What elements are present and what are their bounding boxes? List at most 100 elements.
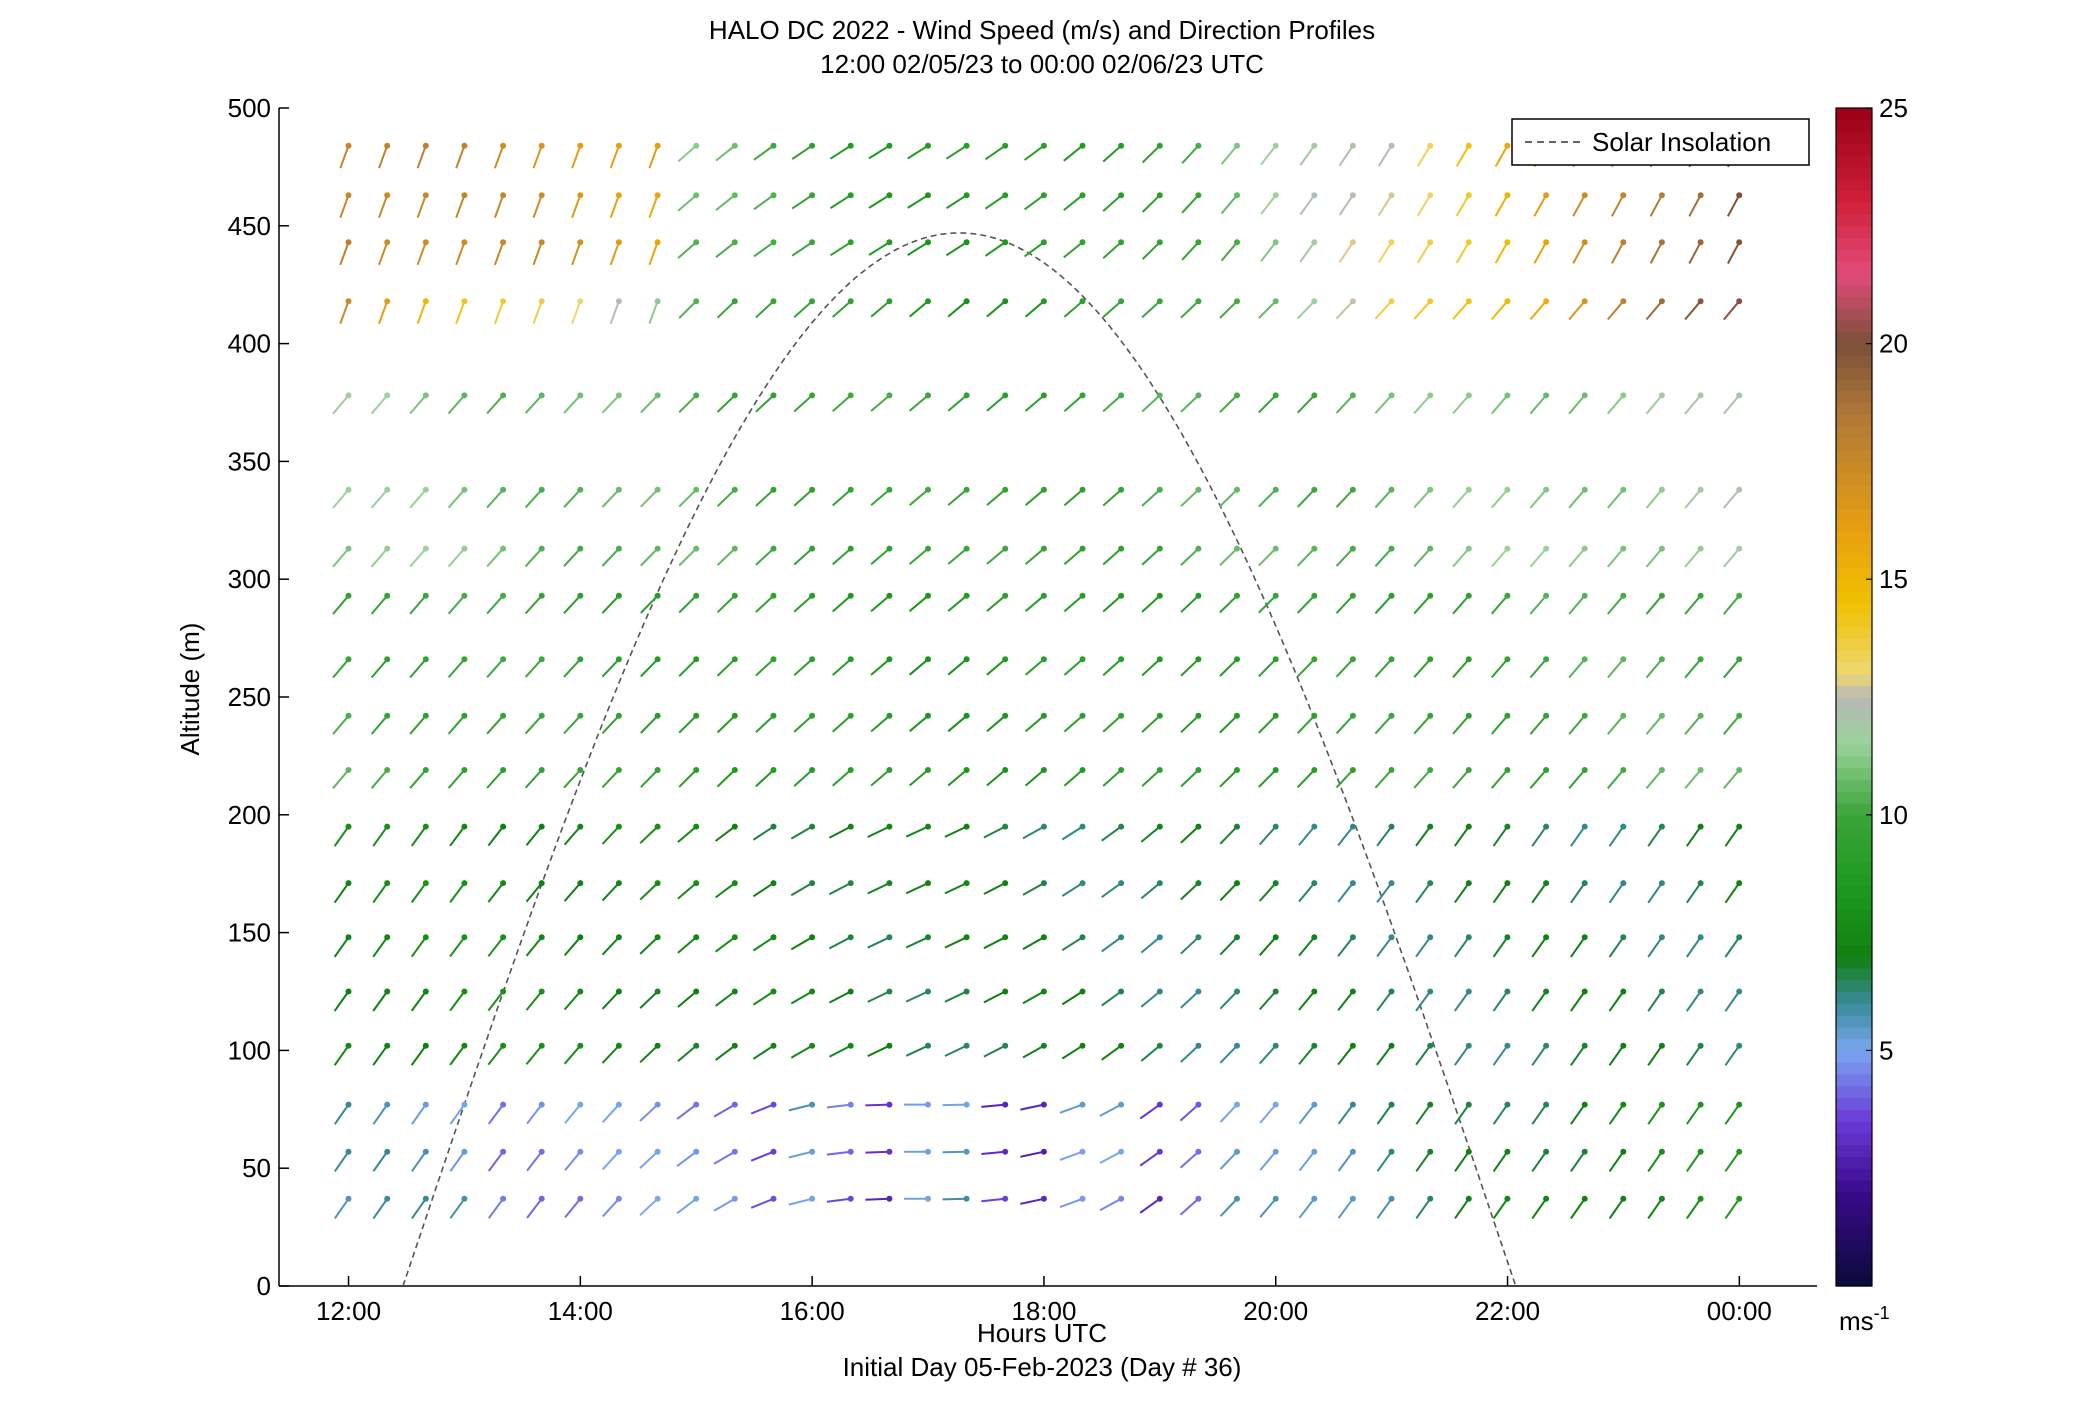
wind-barb-head xyxy=(654,1101,661,1108)
wind-barb-shaft xyxy=(1220,145,1238,165)
wind-barb-head xyxy=(1118,934,1125,941)
wind-barb-shaft xyxy=(332,715,350,735)
wind-barb-shaft xyxy=(493,145,505,169)
wind-barb-shaft xyxy=(826,1103,851,1109)
wind-barb-head xyxy=(1504,767,1511,773)
wind-barb-shaft xyxy=(713,1197,736,1212)
wind-barb-head xyxy=(809,298,816,305)
wind-barb-head xyxy=(1002,592,1009,599)
wind-barb-shaft xyxy=(870,769,891,787)
wind-barb-head xyxy=(345,880,352,887)
wind-barb-shaft xyxy=(790,825,813,840)
wind-barb-head xyxy=(1427,486,1434,493)
wind-barb-shaft xyxy=(1180,769,1200,788)
wind-barb-shaft xyxy=(1219,1198,1238,1217)
wind-barb-head xyxy=(577,239,584,246)
wind-barb-head xyxy=(500,1195,507,1202)
wind-barb-shaft xyxy=(1141,658,1161,677)
wind-barb-head xyxy=(886,656,893,663)
wind-barb-head xyxy=(615,1101,622,1108)
wind-barb-head xyxy=(1620,545,1627,552)
wind-barb-head xyxy=(500,192,507,199)
wind-barb-head xyxy=(886,192,893,199)
wind-barb-shaft xyxy=(1024,547,1045,565)
wind-barb-head xyxy=(461,1195,468,1202)
wind-barb-head xyxy=(500,767,507,773)
wind-barb-shaft xyxy=(1219,990,1238,1010)
solar-insolation-line xyxy=(402,232,1517,1287)
y-tick-label: 200 xyxy=(228,800,271,830)
wind-barb-head xyxy=(1620,486,1627,493)
wind-barb-shaft xyxy=(1608,1104,1625,1125)
wind-barb-head xyxy=(1156,1195,1163,1202)
wind-barb-head xyxy=(847,988,854,995)
wind-barb-head xyxy=(1311,934,1318,941)
wind-barb-shaft xyxy=(563,547,582,567)
wind-barb-shaft xyxy=(370,595,388,615)
wind-barb-shaft xyxy=(455,241,466,266)
colorbar-segment xyxy=(1836,1038,1872,1051)
wind-barb-shaft xyxy=(1338,145,1354,167)
wind-barb-head xyxy=(500,142,507,149)
wind-barb-shaft xyxy=(524,769,543,789)
wind-barb-head xyxy=(1658,934,1665,941)
wind-barb-head xyxy=(731,823,738,830)
wind-barb-shaft xyxy=(1022,1044,1045,1059)
wind-barb-head xyxy=(1040,298,1047,305)
colorbar-segment xyxy=(1836,214,1872,227)
wind-barb-shaft xyxy=(676,1103,697,1120)
wind-barb-head xyxy=(925,1148,931,1155)
colorbar-segment xyxy=(1836,1203,1872,1216)
wind-barb-shaft xyxy=(370,769,388,789)
wind-barb-head xyxy=(1697,656,1704,663)
wind-barb-shaft xyxy=(947,394,968,412)
colorbar-segment xyxy=(1836,803,1872,816)
colorbar-segment xyxy=(1836,237,1872,250)
wind-barb-head xyxy=(1156,712,1163,719)
wind-barb-shaft xyxy=(1063,658,1084,676)
wind-barb-head xyxy=(422,592,429,599)
wind-barb-head xyxy=(615,392,622,399)
colorbar-unit-base: ms xyxy=(1839,1306,1874,1336)
colorbar-segment xyxy=(1836,614,1872,627)
wind-barb-shaft xyxy=(790,936,813,951)
wind-barb-head xyxy=(1040,988,1047,995)
wind-barb-head xyxy=(384,192,391,199)
colorbar-segment xyxy=(1836,590,1872,604)
wind-barb-head xyxy=(731,142,738,149)
wind-barb-head xyxy=(1195,1148,1202,1155)
wind-barb-head xyxy=(1427,988,1434,995)
wind-barb-head xyxy=(1349,298,1356,305)
wind-barb-shaft xyxy=(1490,595,1509,615)
wind-barb-shaft xyxy=(486,489,504,509)
wind-barb-shaft xyxy=(1531,826,1547,847)
wind-barb-head xyxy=(1118,712,1125,719)
wind-barb-shaft xyxy=(1529,300,1547,321)
wind-barb-head xyxy=(770,1195,777,1202)
wind-barb-shaft xyxy=(1180,594,1200,613)
wind-barb-head xyxy=(500,1101,507,1108)
wind-barb-head xyxy=(500,988,507,995)
wind-barb-shaft xyxy=(1454,1151,1470,1172)
wind-barb-shaft xyxy=(640,595,659,614)
wind-barb-head xyxy=(1697,934,1704,941)
wind-barb-shaft xyxy=(1607,489,1625,509)
wind-barb-shaft xyxy=(750,1197,774,1209)
wind-barb-shaft xyxy=(1102,594,1122,613)
wind-barb-shaft xyxy=(1219,882,1238,902)
wind-barb-shaft xyxy=(1219,1103,1238,1123)
wind-barb-shaft xyxy=(752,1044,775,1060)
wind-barb-shaft xyxy=(1338,241,1354,263)
wind-barb-shaft xyxy=(1102,194,1122,212)
wind-barb-head xyxy=(384,1195,391,1202)
wind-barb-shaft xyxy=(1608,936,1625,958)
wind-barb-head xyxy=(847,298,854,305)
wind-barb-head xyxy=(500,823,507,830)
wind-barb-shaft xyxy=(715,144,736,162)
colorbar-segment xyxy=(1836,838,1872,851)
wind-barb-shaft xyxy=(1455,145,1470,167)
wind-barb-shaft xyxy=(372,936,389,958)
wind-barb-head xyxy=(615,592,622,599)
wind-barb-head xyxy=(615,486,622,493)
wind-barb-head xyxy=(1736,656,1743,663)
